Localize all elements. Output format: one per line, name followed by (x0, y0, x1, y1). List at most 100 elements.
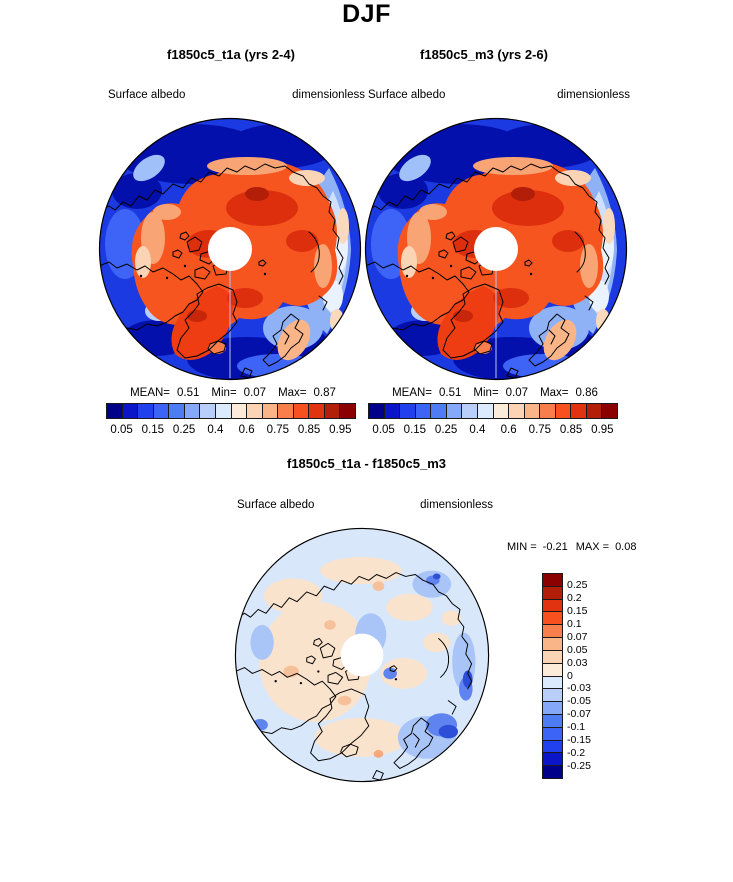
variable-label-diff: Surface albedo (237, 499, 315, 511)
colorbar-cell (340, 404, 355, 418)
colorbar-tick-label: -0.25 (567, 759, 591, 772)
colorbar-cell (200, 404, 216, 418)
colorbar-tick-label: 0.6 (238, 424, 255, 436)
colorbar-tick-label: 0.4 (207, 424, 224, 436)
colorbar-cell (543, 676, 562, 690)
colorbar-cell (138, 404, 154, 418)
colorbar-cell (543, 663, 562, 677)
max-label: Max= (278, 387, 307, 399)
colorbar-ticks-left: 0.05 0.15 0.25 0.4 0.6 0.75 0.85 0.95 (106, 424, 356, 438)
colorbar-cell (602, 404, 617, 418)
colorbar-tick-label: 0 (567, 669, 573, 682)
polar-map-right (364, 117, 628, 381)
mean-label: MEAN= (130, 387, 171, 399)
difference-title: f1850c5_t1a - f1850c5_m3 (286, 456, 446, 471)
colorbar-cell (169, 404, 185, 418)
colorbar-cell (247, 404, 263, 418)
colorbar-cell (446, 404, 463, 418)
colorbar-cell (543, 650, 562, 664)
colorbar-tick-label: 0.15 (567, 605, 588, 618)
colorbar-tick-label: 0.95 (329, 424, 352, 436)
colorbar-cell (524, 404, 541, 418)
colorbar-tick-label: -0.2 (567, 746, 586, 759)
colorbar-cell (543, 766, 562, 778)
colorbar-cell (415, 404, 432, 418)
colorbar-cell (543, 689, 562, 703)
max-label: Max= (540, 387, 569, 399)
mean-label: MEAN= (392, 387, 433, 399)
colorbar-cell (215, 404, 232, 418)
colorbar-tick-label: -0.03 (567, 682, 591, 695)
max-value: 0.86 (575, 387, 598, 399)
colorbar-cell (400, 404, 416, 418)
pole-hole (340, 633, 384, 677)
colorbar-tick-label: 0.25 (434, 424, 458, 436)
colorbar-tick-label: -0.07 (567, 708, 591, 721)
colorbar-tick-label: 0.05 (567, 643, 588, 656)
colorbar-cell (369, 404, 385, 418)
figure-title: DJF (342, 0, 391, 28)
colorbar-cell (493, 404, 510, 418)
colorbar-cell (107, 404, 123, 418)
colorbar-cell (477, 404, 494, 418)
colorbar-difference (542, 573, 563, 779)
diff-minmax: MIN = -0.21 MAX = 0.08 (507, 541, 636, 553)
colorbar-cell (184, 404, 201, 418)
colorbar-cell (153, 404, 170, 418)
colorbar-tick-label: 0.6 (500, 424, 517, 436)
colorbar-cell (543, 727, 562, 741)
colorbar-cell (555, 404, 572, 418)
units-label-left: dimensionless (292, 89, 365, 101)
colorbar-tick-label: 0.95 (591, 424, 614, 436)
colorbar-cell (543, 574, 562, 587)
diff-min-label: MIN = (507, 541, 537, 553)
colorbar-cell (462, 404, 478, 418)
polar-map-difference (234, 527, 490, 783)
colorbar-cell (509, 404, 525, 418)
colorbar-cell (571, 404, 587, 418)
diff-min-value: -0.21 (542, 541, 568, 553)
colorbar-ticks-right: 0.05 0.15 0.25 0.4 0.6 0.75 0.85 0.95 (368, 424, 618, 438)
min-value: 0.07 (505, 387, 529, 399)
colorbar-tick-label: 0.75 (266, 424, 290, 436)
colorbar-cell (231, 404, 248, 418)
colorbar-cell (122, 404, 139, 418)
min-label: Min= (473, 387, 499, 399)
pole-hole (208, 227, 252, 271)
variable-label-left: Surface albedo (108, 89, 186, 101)
mean-value: 0.51 (177, 387, 200, 399)
colorbar-tick-label: 0.07 (567, 630, 588, 643)
colorbar-tick-label: 0.25 (567, 579, 588, 592)
colorbar-right (368, 403, 618, 419)
colorbar-cell (543, 599, 562, 613)
colorbar-cell (431, 404, 447, 418)
colorbar-cell (543, 714, 562, 728)
units-label-right: dimensionless (557, 89, 630, 101)
stats-left: MEAN= 0.51 Min= 0.07 Max= 0.87 (108, 387, 358, 399)
max-value: 0.87 (313, 387, 336, 399)
min-label: Min= (211, 387, 237, 399)
colorbar-cell (293, 404, 310, 418)
colorbar-cell (543, 586, 562, 600)
colorbar-tick-label: 0.85 (559, 424, 583, 436)
colorbar-tick-label: 0.05 (110, 424, 133, 436)
diff-max-value: 0.08 (615, 541, 637, 553)
pole-hole (474, 227, 518, 271)
colorbar-tick-label: -0.05 (567, 695, 591, 708)
colorbar-cell (324, 404, 341, 418)
colorbar-tick-label: 0.05 (372, 424, 395, 436)
colorbar-tick-label: 0.75 (528, 424, 552, 436)
colorbar-cell (543, 740, 562, 754)
colorbar-cell (543, 638, 562, 651)
min-value: 0.07 (243, 387, 267, 399)
units-label-diff: dimensionless (420, 499, 493, 511)
diff-max-label: MAX = (575, 541, 610, 553)
panel-title-right: f1850c5_m3 (yrs 2-6) (420, 47, 548, 62)
colorbar-tick-label: 0.03 (567, 656, 588, 669)
colorbar-cell (543, 612, 562, 626)
colorbar-left (106, 403, 356, 419)
variable-label-right: Surface albedo (368, 89, 446, 101)
colorbar-tick-label: 0.85 (297, 424, 321, 436)
colorbar-tick-label: 0.2 (567, 592, 582, 605)
